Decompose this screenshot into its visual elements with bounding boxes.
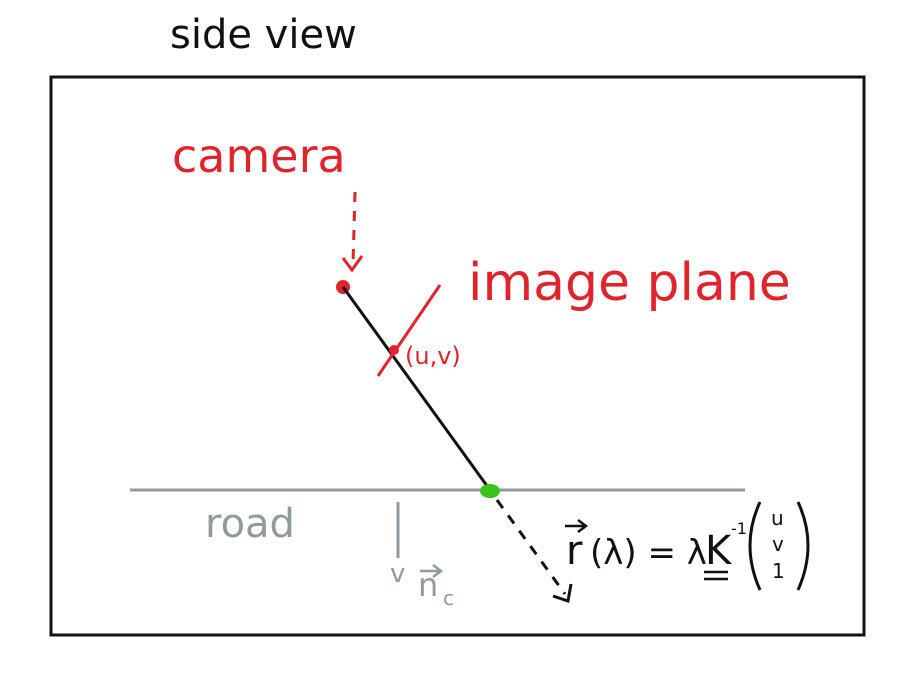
ray-extension-arrow <box>495 499 567 595</box>
ray-equation-K-inverse: -1 <box>731 519 747 538</box>
vector-right-paren <box>796 501 810 591</box>
pixel-label: (u,v) <box>405 342 461 370</box>
vector-u: u <box>771 506 784 530</box>
camera-pointer-arrowhead <box>341 255 364 273</box>
ground-intersection-point <box>480 484 500 498</box>
ray-equation-middle: (λ) = λ <box>590 533 707 573</box>
normal-vector-arrow-accent <box>420 564 444 578</box>
ray-equation-r: r <box>566 528 583 574</box>
ray-vector-accent <box>565 519 589 533</box>
camera-ray <box>341 286 492 491</box>
ray-extension-arrowhead <box>552 583 573 603</box>
vector-1: 1 <box>772 559 785 583</box>
diagram-frame <box>49 75 866 637</box>
image-plane-line <box>376 284 442 377</box>
road-label: road <box>205 501 295 547</box>
pixel-point <box>389 345 399 355</box>
diagram-title: side view <box>170 12 357 58</box>
vector-v: v <box>772 532 784 556</box>
normal-vector-subscript: c <box>443 586 454 610</box>
camera-label: camera <box>172 129 346 183</box>
normal-vector-v: v <box>390 559 405 589</box>
ray-equation-K: K <box>705 528 733 574</box>
vector-left-paren <box>748 501 762 591</box>
ray-equation: r (λ) = λ K -1 u v 1 <box>565 501 810 591</box>
image-plane-label: image plane <box>468 253 791 313</box>
camera-pointer-arrow <box>351 191 357 266</box>
